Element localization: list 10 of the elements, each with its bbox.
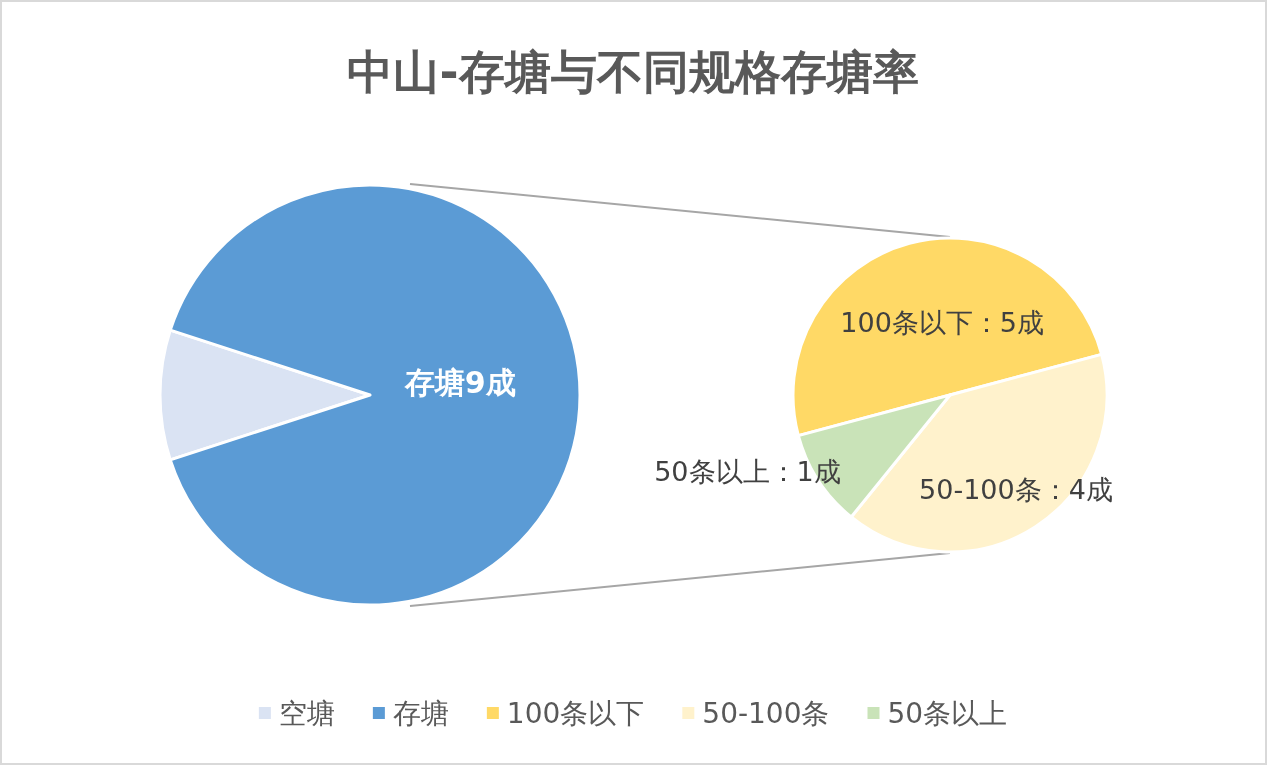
legend-label: 100条以下	[506, 696, 645, 730]
legend-label: 存塘	[392, 696, 449, 730]
data-label: 100条以下：5成	[840, 307, 1045, 339]
data-label: 50条以上：1成	[654, 456, 841, 488]
legend-label: 空塘	[278, 696, 335, 730]
data-label: 50-100条：4成	[919, 473, 1113, 505]
legend-label: 50-100条	[702, 696, 830, 730]
data-label: 存塘9成	[403, 364, 516, 400]
legend-label: 50条以上	[887, 696, 1008, 730]
chart-title: 中山-存塘与不同规格存塘率	[347, 45, 919, 99]
